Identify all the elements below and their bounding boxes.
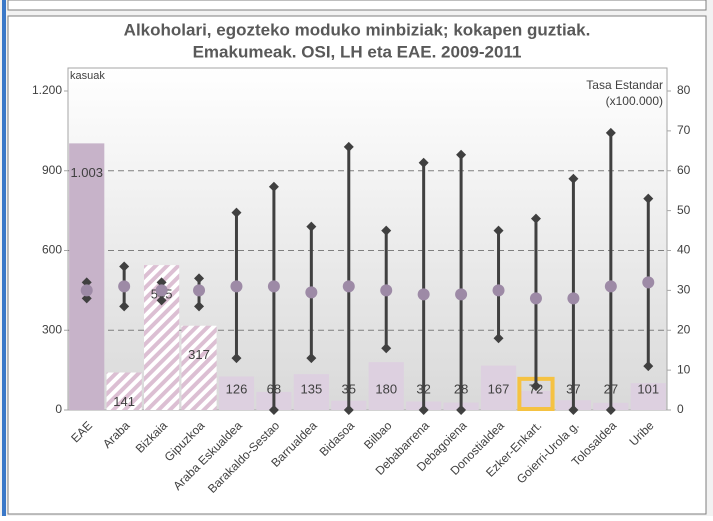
data-label: 101 [637,381,659,396]
rate-point [642,276,655,289]
bar [293,374,329,410]
interval-end [119,261,130,272]
interval-end [493,225,504,236]
rate-point [230,280,243,293]
interval-end [605,405,616,415]
data-label: 167 [488,381,510,396]
rate-point [492,284,505,297]
top-frame [7,0,707,11]
y-tick-label: 900 [42,163,62,177]
y-tick-label: 300 [42,322,62,336]
rate-point [417,288,430,301]
interval-end [456,405,467,415]
rate-point [567,292,580,305]
interval-end [381,225,392,236]
interval-end [156,277,167,288]
data-label: 141 [113,394,135,409]
rate-point [193,284,206,297]
interval-end [268,405,279,415]
bar [518,390,554,410]
interval-end [643,193,654,204]
rate-point [455,288,468,301]
y2-axis-label: Tasa Estandar [586,78,663,92]
y2-tick-label: 40 [677,243,691,257]
y2-tick-label: 20 [677,322,691,336]
interval-end [194,301,205,312]
interval-end [493,333,504,344]
data-label: 317 [188,347,210,362]
rate-point [267,280,280,293]
interval-end [119,301,130,312]
y2-tick-label: 0 [677,402,684,416]
interval-end [81,277,92,288]
interval-end [568,405,579,415]
bar [630,383,666,410]
chart-title: Alkoholari, egozteko moduko minbiziak; k… [124,20,591,39]
interval-end [381,343,392,354]
data-label: 126 [226,381,248,396]
y-tick-label: 1.200 [32,83,62,97]
bar [368,362,404,410]
bar [218,376,255,410]
data-label: 135 [300,381,322,396]
interval-end [81,293,92,304]
rate-point [80,284,93,297]
data-label: 1.003 [70,165,103,180]
y2-tick-label: 80 [677,83,691,97]
y-tick-label: 600 [42,243,62,257]
rate-point [342,280,355,293]
rate-point [380,284,393,297]
bar [480,365,517,410]
interval-end [306,353,317,364]
interval-end [156,295,167,306]
interval-end [568,173,579,184]
y2-tick-label: 70 [677,123,691,137]
interval-end [343,141,354,152]
interval-end [643,361,654,372]
bar [69,143,105,410]
y2-tick-label: 50 [677,203,691,217]
interval-end [605,127,616,138]
interval-end [268,181,279,192]
interval-end [530,213,541,224]
interval-end [530,381,541,392]
rate-point [118,280,131,293]
interval-end [194,273,205,284]
interval-end [231,353,242,364]
data-label: 180 [375,381,397,396]
y2-tick-label: 60 [677,163,691,177]
interval-end [306,221,317,232]
rate-point [155,284,168,297]
interval-end [418,405,429,415]
interval-end [456,149,467,160]
interval-end [231,207,242,218]
y2-tick-label: 30 [677,283,691,297]
rate-point [604,280,617,293]
interval-end [418,157,429,168]
chart-title: Emakumeak. OSI, LH eta EAE. 2009-2011 [193,42,522,61]
y-axis-label: kasuak [70,70,105,82]
bar [106,372,142,410]
y-tick-label: 0 [55,402,62,416]
rate-point [529,292,542,305]
rate-point [305,286,318,299]
y2-axis-label: (x100.000) [606,94,663,108]
bar [181,325,217,410]
interval-end [343,405,354,415]
side-bar [2,0,6,516]
y2-tick-label: 10 [677,362,691,376]
